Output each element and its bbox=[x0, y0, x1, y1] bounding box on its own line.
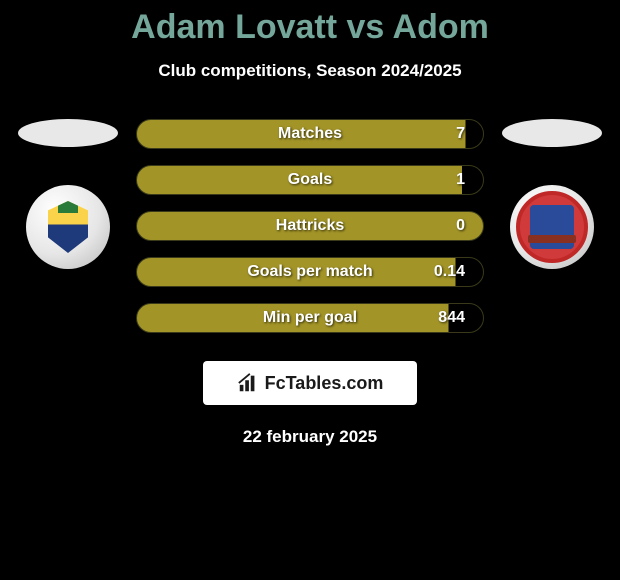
stat-row: Goals per match 0.14 bbox=[136, 257, 484, 287]
stat-row: Min per goal 844 bbox=[136, 303, 484, 333]
shield-crest-icon bbox=[48, 201, 88, 253]
stat-row: Matches 7 bbox=[136, 119, 484, 149]
stat-value: 7 bbox=[456, 125, 465, 143]
stat-row: Hattricks 0 bbox=[136, 211, 484, 241]
stat-value: 1 bbox=[456, 171, 465, 189]
stat-value: 0 bbox=[456, 217, 465, 235]
stat-label: Min per goal bbox=[263, 309, 357, 327]
stat-label: Goals bbox=[288, 171, 332, 189]
player-photo-placeholder-left bbox=[18, 119, 118, 147]
stat-label: Hattricks bbox=[276, 217, 344, 235]
bar-chart-icon bbox=[237, 372, 259, 394]
comparison-widget: Adam Lovatt vs Adom Club competitions, S… bbox=[0, 0, 620, 447]
stat-value: 844 bbox=[438, 309, 465, 327]
logo-text: FcTables.com bbox=[265, 373, 384, 394]
player-photo-placeholder-right bbox=[502, 119, 602, 147]
source-logo[interactable]: FcTables.com bbox=[203, 361, 417, 405]
team-badge-right bbox=[510, 185, 594, 269]
stat-label: Goals per match bbox=[247, 263, 372, 281]
stat-label: Matches bbox=[278, 125, 342, 143]
subtitle: Club competitions, Season 2024/2025 bbox=[0, 61, 620, 81]
stats-list: Matches 7 Goals 1 Hattricks 0 Goals per match 0… bbox=[136, 119, 484, 333]
page-title: Adam Lovatt vs Adom bbox=[0, 8, 620, 47]
main-row: Matches 7 Goals 1 Hattricks 0 Goals per match 0… bbox=[0, 119, 620, 333]
stat-row: Goals 1 bbox=[136, 165, 484, 195]
team-badge-left bbox=[26, 185, 110, 269]
date-text: 22 february 2025 bbox=[0, 427, 620, 447]
left-side bbox=[18, 119, 118, 269]
circle-crest-icon bbox=[516, 191, 588, 263]
right-side bbox=[502, 119, 602, 269]
stat-value: 0.14 bbox=[434, 263, 465, 281]
